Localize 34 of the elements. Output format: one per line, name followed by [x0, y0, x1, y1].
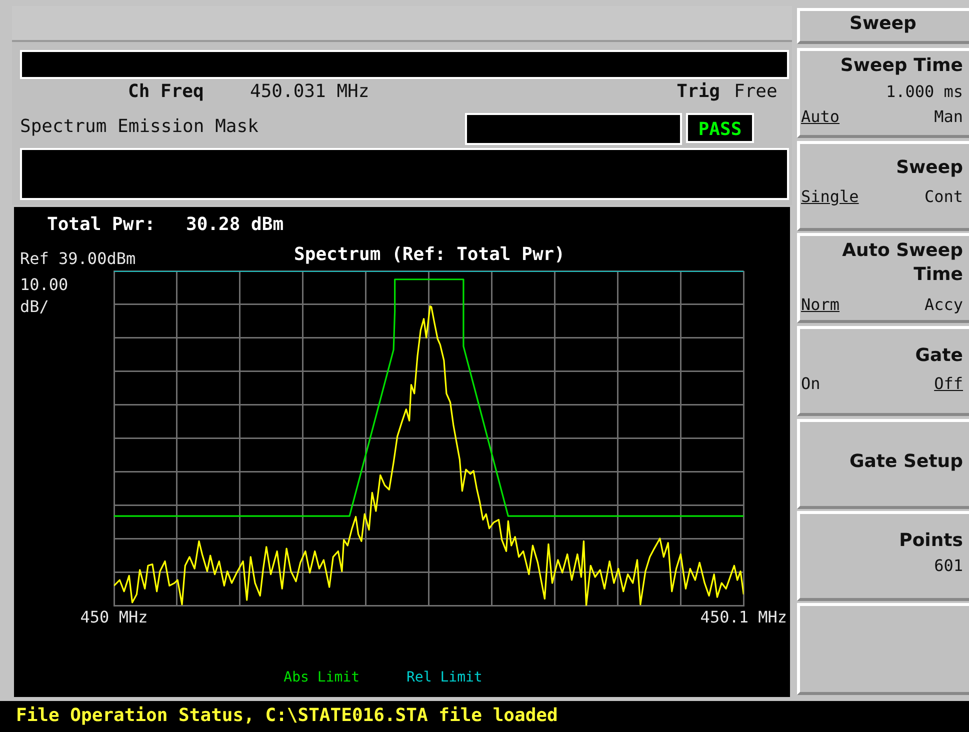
- text: Auto: [801, 107, 840, 126]
- text: Sweep: [896, 157, 963, 178]
- text: Ref 39.00dBm: [20, 249, 136, 268]
- text: Spectrum Emission Mask: [20, 116, 258, 137]
- text: Single: [801, 187, 859, 206]
- text: Trig: [676, 81, 720, 102]
- text: Cont: [924, 187, 963, 206]
- text: PASS: [686, 113, 754, 143]
- text: On: [801, 374, 820, 393]
- text: Off: [934, 374, 963, 393]
- text: Rel Limit: [406, 670, 482, 686]
- text: Gate Setup: [850, 451, 963, 472]
- text: Accy: [924, 295, 963, 314]
- text: 30.28 dBm: [186, 214, 284, 235]
- text: Ch Freq: [128, 81, 204, 102]
- text: Sweep Time: [840, 55, 963, 76]
- x-tick-label: 450.1 MHz: [700, 608, 788, 627]
- text: 450.031 MHz: [250, 81, 370, 102]
- text: 601: [934, 556, 963, 575]
- text: Sweep: [848, 13, 918, 34]
- text: Free: [734, 81, 778, 102]
- text: 10.00 dB/: [20, 274, 70, 318]
- text: Time: [914, 264, 963, 285]
- text: Gate: [915, 345, 963, 366]
- chart-title: Spectrum (Ref: Total Pwr): [294, 244, 565, 265]
- text: Man: [934, 107, 963, 126]
- x-tick-label: 450 MHz: [80, 608, 148, 627]
- text: Norm: [801, 295, 840, 314]
- text: Auto Sweep: [842, 240, 963, 261]
- text: Points: [899, 530, 963, 551]
- text: File Operation Status, C:\STATE016.STA file loaded: [16, 705, 558, 726]
- text: 1.000 ms: [886, 82, 963, 101]
- text: Total Pwr:: [47, 214, 156, 235]
- text: Abs Limit: [284, 670, 360, 686]
